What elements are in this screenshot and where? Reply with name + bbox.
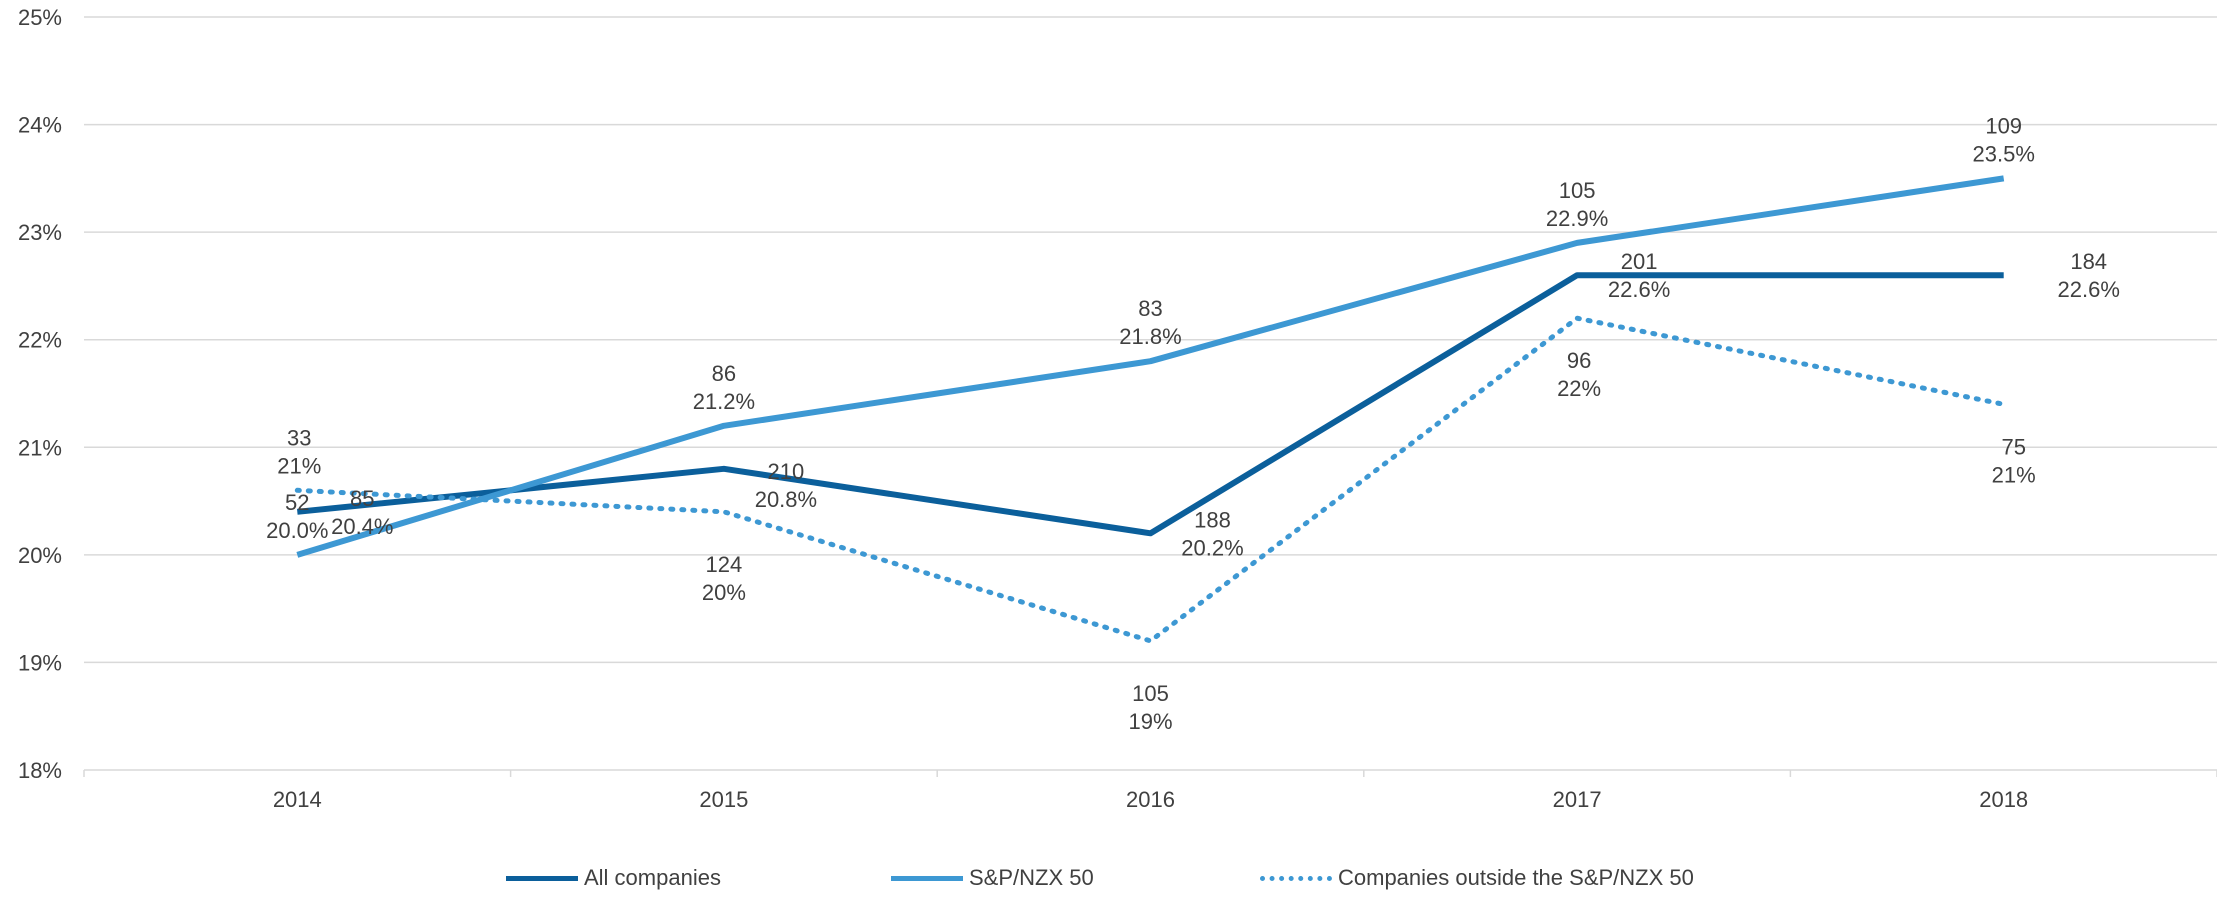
data-label-percent: 20.0% [266,518,328,543]
data-label-percent: 20.8% [755,487,817,512]
legend-item-outside-sp-nzx-50: Companies outside the S&P/NZX 50 [1260,862,1694,894]
data-label-percent: 22.6% [2058,277,2120,302]
data-label-count: 33 [287,425,311,450]
data-label-count: 85 [350,486,374,511]
data-label-count: 201 [1621,249,1658,274]
legend-label-all-companies: All companies [584,865,721,890]
x-tick-label: 2018 [1979,787,2028,812]
y-tick-label: 19% [18,650,62,675]
legend-swatch-sp-nzx-50 [891,875,963,881]
series-line-0 [296,272,2004,537]
legend: All companies S&P/NZX 50 Companies outsi… [0,862,2217,894]
data-label-percent: 20% [702,580,746,605]
legend-swatch-all-companies [506,875,578,881]
y-tick-label: 22% [18,328,62,353]
data-label-count: 210 [768,459,805,484]
legend-item-sp-nzx-50: S&P/NZX 50 [891,862,1094,894]
x-tick-label: 2014 [273,787,322,812]
series-line-1 [296,175,2005,558]
data-label-percent: 20.4% [331,514,393,539]
data-label-count: 86 [712,361,736,386]
data-label-count: 83 [1138,296,1162,321]
data-label-count: 52 [285,490,309,515]
x-tick-label: 2016 [1126,787,1175,812]
data-label-percent: 22.9% [1546,206,1608,231]
y-tick-label: 21% [18,435,62,460]
data-label-percent: 22% [1557,376,1601,401]
x-tick-label: 2015 [699,787,748,812]
chart-svg: 18%19%20%21%22%23%24%25%2014 2015 2016 2017… [18,5,2217,812]
data-label-count: 105 [1132,681,1169,706]
data-label-count: 188 [1194,507,1231,532]
data-label-count: 109 [1985,113,2022,138]
legend-swatch-outside-sp-nzx-50 [1260,875,1332,881]
data-label-percent: 21% [1992,462,2036,487]
data-label-count: 75 [2001,434,2025,459]
y-tick-label: 25% [18,5,62,30]
legend-label-outside-sp-nzx-50: Companies outside the S&P/NZX 50 [1338,865,1694,890]
series-line-2 [294,315,2007,644]
data-label-count: 124 [706,552,743,577]
legend-item-all-companies: All companies [506,862,721,894]
legend-label-sp-nzx-50: S&P/NZX 50 [969,865,1094,890]
data-label-percent: 21% [277,453,321,478]
data-label-percent: 19% [1128,709,1172,734]
data-label-count: 96 [1567,348,1591,373]
data-label-percent: 20.2% [1181,535,1243,560]
y-tick-label: 20% [18,543,62,568]
y-tick-label: 23% [18,220,62,245]
data-label-count: 105 [1559,178,1596,203]
data-label-percent: 23.5% [1973,141,2035,166]
y-tick-label: 24% [18,113,62,138]
x-tick-label: 2017 [1553,787,1602,812]
data-label-percent: 22.6% [1608,277,1670,302]
data-label-percent: 21.8% [1119,324,1181,349]
data-label-count: 184 [2070,249,2107,274]
y-tick-label: 18% [18,758,62,783]
data-label-percent: 21.2% [693,389,755,414]
